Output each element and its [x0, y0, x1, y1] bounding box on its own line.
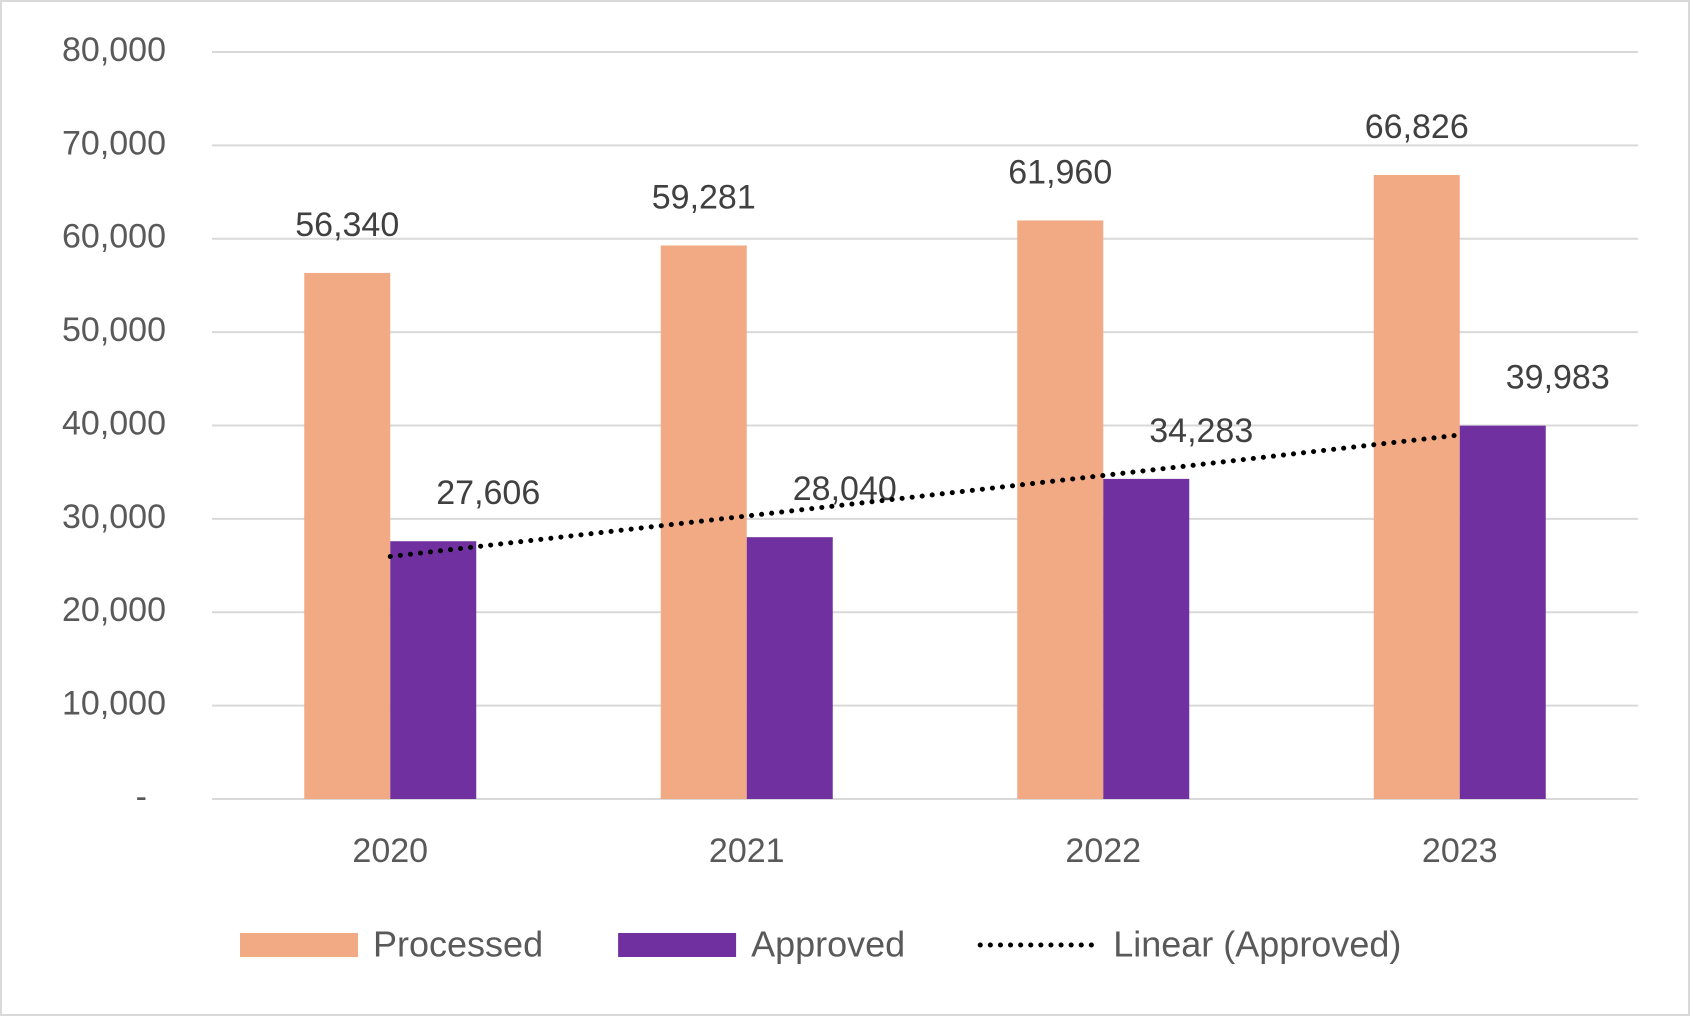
data-label: 59,281: [652, 178, 756, 216]
data-label: 39,983: [1506, 359, 1610, 397]
y-tick-label: 10,000: [62, 685, 166, 723]
x-tick-label: 2023: [1422, 832, 1498, 870]
legend-swatch: [240, 933, 358, 957]
legend-swatch: [618, 933, 737, 957]
legend-label: Processed: [373, 924, 543, 965]
data-label: 28,040: [793, 470, 897, 508]
y-tick-label: 60,000: [62, 218, 166, 256]
data-label: 27,606: [436, 474, 540, 512]
bar: [1459, 425, 1546, 799]
bar: [1373, 175, 1460, 800]
data-label: 34,283: [1149, 412, 1253, 450]
x-tick-label: 2022: [1065, 832, 1141, 870]
x-tick-label: 2021: [709, 832, 785, 870]
y-tick-label: -: [136, 778, 147, 816]
bar: [1103, 478, 1190, 799]
y-tick-label: 40,000: [62, 404, 166, 442]
bar: [304, 272, 391, 799]
y-tick-label: 30,000: [62, 498, 166, 536]
y-tick-label: 70,000: [62, 124, 166, 162]
data-label: 61,960: [1008, 153, 1112, 191]
data-label: 66,826: [1365, 108, 1469, 146]
legend-label: Approved: [751, 924, 905, 965]
bar: [390, 541, 477, 799]
trendline: [387, 432, 1463, 559]
legend-label: Linear (Approved): [1113, 924, 1401, 965]
bar: [1017, 220, 1104, 800]
data-label: 56,340: [295, 206, 399, 244]
y-tick-label: 80,000: [62, 31, 166, 69]
bar: [746, 537, 833, 799]
y-tick-label: 50,000: [62, 311, 166, 349]
bar: [660, 245, 747, 799]
x-tick-label: 2020: [352, 832, 428, 870]
y-tick-label: 20,000: [62, 591, 166, 629]
